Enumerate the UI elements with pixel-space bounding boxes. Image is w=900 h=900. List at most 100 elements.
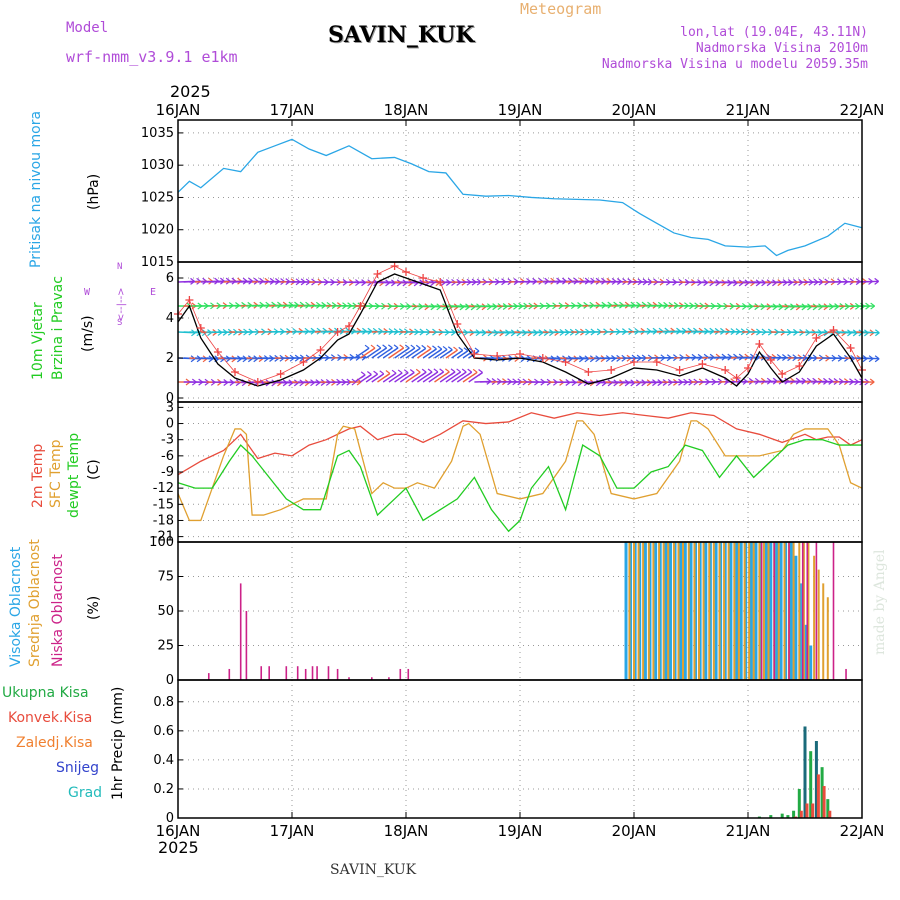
wind-barb-head <box>864 378 870 386</box>
wind-barb <box>645 304 663 307</box>
wind-barb-head <box>461 278 467 286</box>
wind-barb-head <box>513 302 518 310</box>
wind-barb-head <box>583 379 589 387</box>
wind-barb <box>582 357 600 360</box>
wind-barb <box>343 356 361 359</box>
wind-barb-head <box>546 378 552 386</box>
wind-barb-head <box>589 379 595 387</box>
wind-barb <box>850 357 868 360</box>
wind-barb-head <box>458 346 464 354</box>
wind-barb <box>240 304 258 307</box>
wind-barb-head <box>387 302 393 310</box>
wind-barb <box>599 381 618 384</box>
wind-barb <box>730 380 748 383</box>
wind-barb <box>559 357 578 360</box>
wind-barb <box>417 281 435 284</box>
wind-barb-head <box>717 378 723 386</box>
wind-barb-head <box>740 328 746 336</box>
wind-barb-head <box>545 302 551 310</box>
wind-barb-head <box>372 327 378 335</box>
year-bottom: 2025 <box>158 838 199 857</box>
wind-barb-head <box>849 378 854 386</box>
wind-gust-marker <box>276 370 285 378</box>
wind-barb <box>514 280 531 283</box>
wind-barb <box>314 304 331 307</box>
wind-barb-head <box>191 302 197 310</box>
wind-barb-head <box>243 328 248 336</box>
wind-barb <box>576 357 595 360</box>
wind-barb <box>514 331 532 334</box>
wind-barb-head <box>784 303 789 311</box>
wind-barb-head <box>444 328 450 336</box>
wind-barb <box>759 281 777 284</box>
wind-barb-head <box>248 277 254 285</box>
wind-barb <box>810 305 828 308</box>
wind-barb-head <box>652 379 657 387</box>
wind-barb-head <box>478 369 483 376</box>
wind-barb-head <box>475 329 481 337</box>
wind-barb-head <box>799 329 804 336</box>
wind-barb-head <box>549 329 554 337</box>
panel-frame-temp <box>177 401 863 543</box>
x-tick-label-top: 19JAN <box>498 101 543 119</box>
wind-barb-head <box>577 379 583 387</box>
wind-barb <box>622 304 641 307</box>
wind-barb-head <box>778 377 784 385</box>
wind-barb <box>451 349 464 359</box>
wind-gust-marker <box>253 378 262 386</box>
wind-barb-head <box>447 346 453 354</box>
temp-label-dewpt: dewpt Temp <box>66 432 82 518</box>
x-tick-label-top: 22JAN <box>840 101 885 119</box>
precip-conv-bar <box>794 816 798 818</box>
wind-barb-head <box>754 377 760 385</box>
wind-barb-head <box>844 302 850 310</box>
wind-barb-head <box>660 354 666 362</box>
wind-barb-head <box>379 370 385 378</box>
wind-barb <box>690 330 709 333</box>
location-label: lon,lat (19.04E, 43.11N) <box>680 25 868 40</box>
wind-barb-head <box>589 355 595 363</box>
wind-barb-head <box>678 302 684 310</box>
y-tick-label: -3 <box>161 433 174 448</box>
wind-barb <box>371 281 390 284</box>
wind-barb-head <box>442 303 447 311</box>
wind-barb-head <box>564 302 570 310</box>
wind-barb-head <box>190 355 196 363</box>
wind-barb-head <box>347 302 352 310</box>
wind-barb-head <box>288 301 294 309</box>
wind-barb-head <box>265 379 271 387</box>
wind-barb <box>388 347 405 359</box>
wind-barb-head <box>668 301 674 309</box>
wind-barb-head <box>522 329 527 337</box>
wind-barb <box>639 381 657 384</box>
wind-barb-head <box>573 277 579 285</box>
wind-barb-head <box>321 301 327 309</box>
wind-barb-head <box>419 279 424 287</box>
wind-barb-head <box>476 303 481 311</box>
wind-barb-head <box>217 328 223 336</box>
wind-barb-head <box>269 277 275 285</box>
wind-barb-head <box>802 354 808 362</box>
wind-barb-head <box>745 328 751 336</box>
wind-barb-head <box>704 327 709 335</box>
wind-barb <box>371 330 388 333</box>
wind-barb-head <box>438 328 444 336</box>
wind-barb-head <box>305 301 310 309</box>
wind-barb <box>217 280 236 283</box>
wind-gust-marker <box>698 360 707 368</box>
wind-barb-head <box>481 303 487 311</box>
wind-barb-head <box>580 328 585 336</box>
wind-barb-head <box>242 355 248 363</box>
wind-barb-head <box>735 302 741 310</box>
wind-barb <box>582 280 601 283</box>
wind-barb-head <box>709 353 715 361</box>
wind-barb-head <box>242 277 248 285</box>
wind-barb-head <box>641 354 647 362</box>
wind-barb <box>286 304 305 307</box>
wind-barb <box>708 356 726 359</box>
wind-barb-head <box>362 327 367 335</box>
wind-barb-head <box>795 377 801 385</box>
wind-barb <box>440 305 459 308</box>
wind-barb-head <box>410 344 416 352</box>
y-tick-label: 50 <box>157 604 174 619</box>
